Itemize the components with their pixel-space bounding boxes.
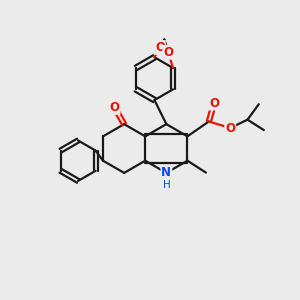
- Text: N: N: [161, 167, 171, 179]
- Text: O: O: [209, 97, 219, 110]
- Text: O: O: [225, 122, 235, 134]
- Text: O: O: [110, 101, 119, 114]
- Text: O: O: [155, 41, 165, 54]
- Text: H: H: [163, 180, 170, 190]
- Text: O: O: [163, 46, 173, 59]
